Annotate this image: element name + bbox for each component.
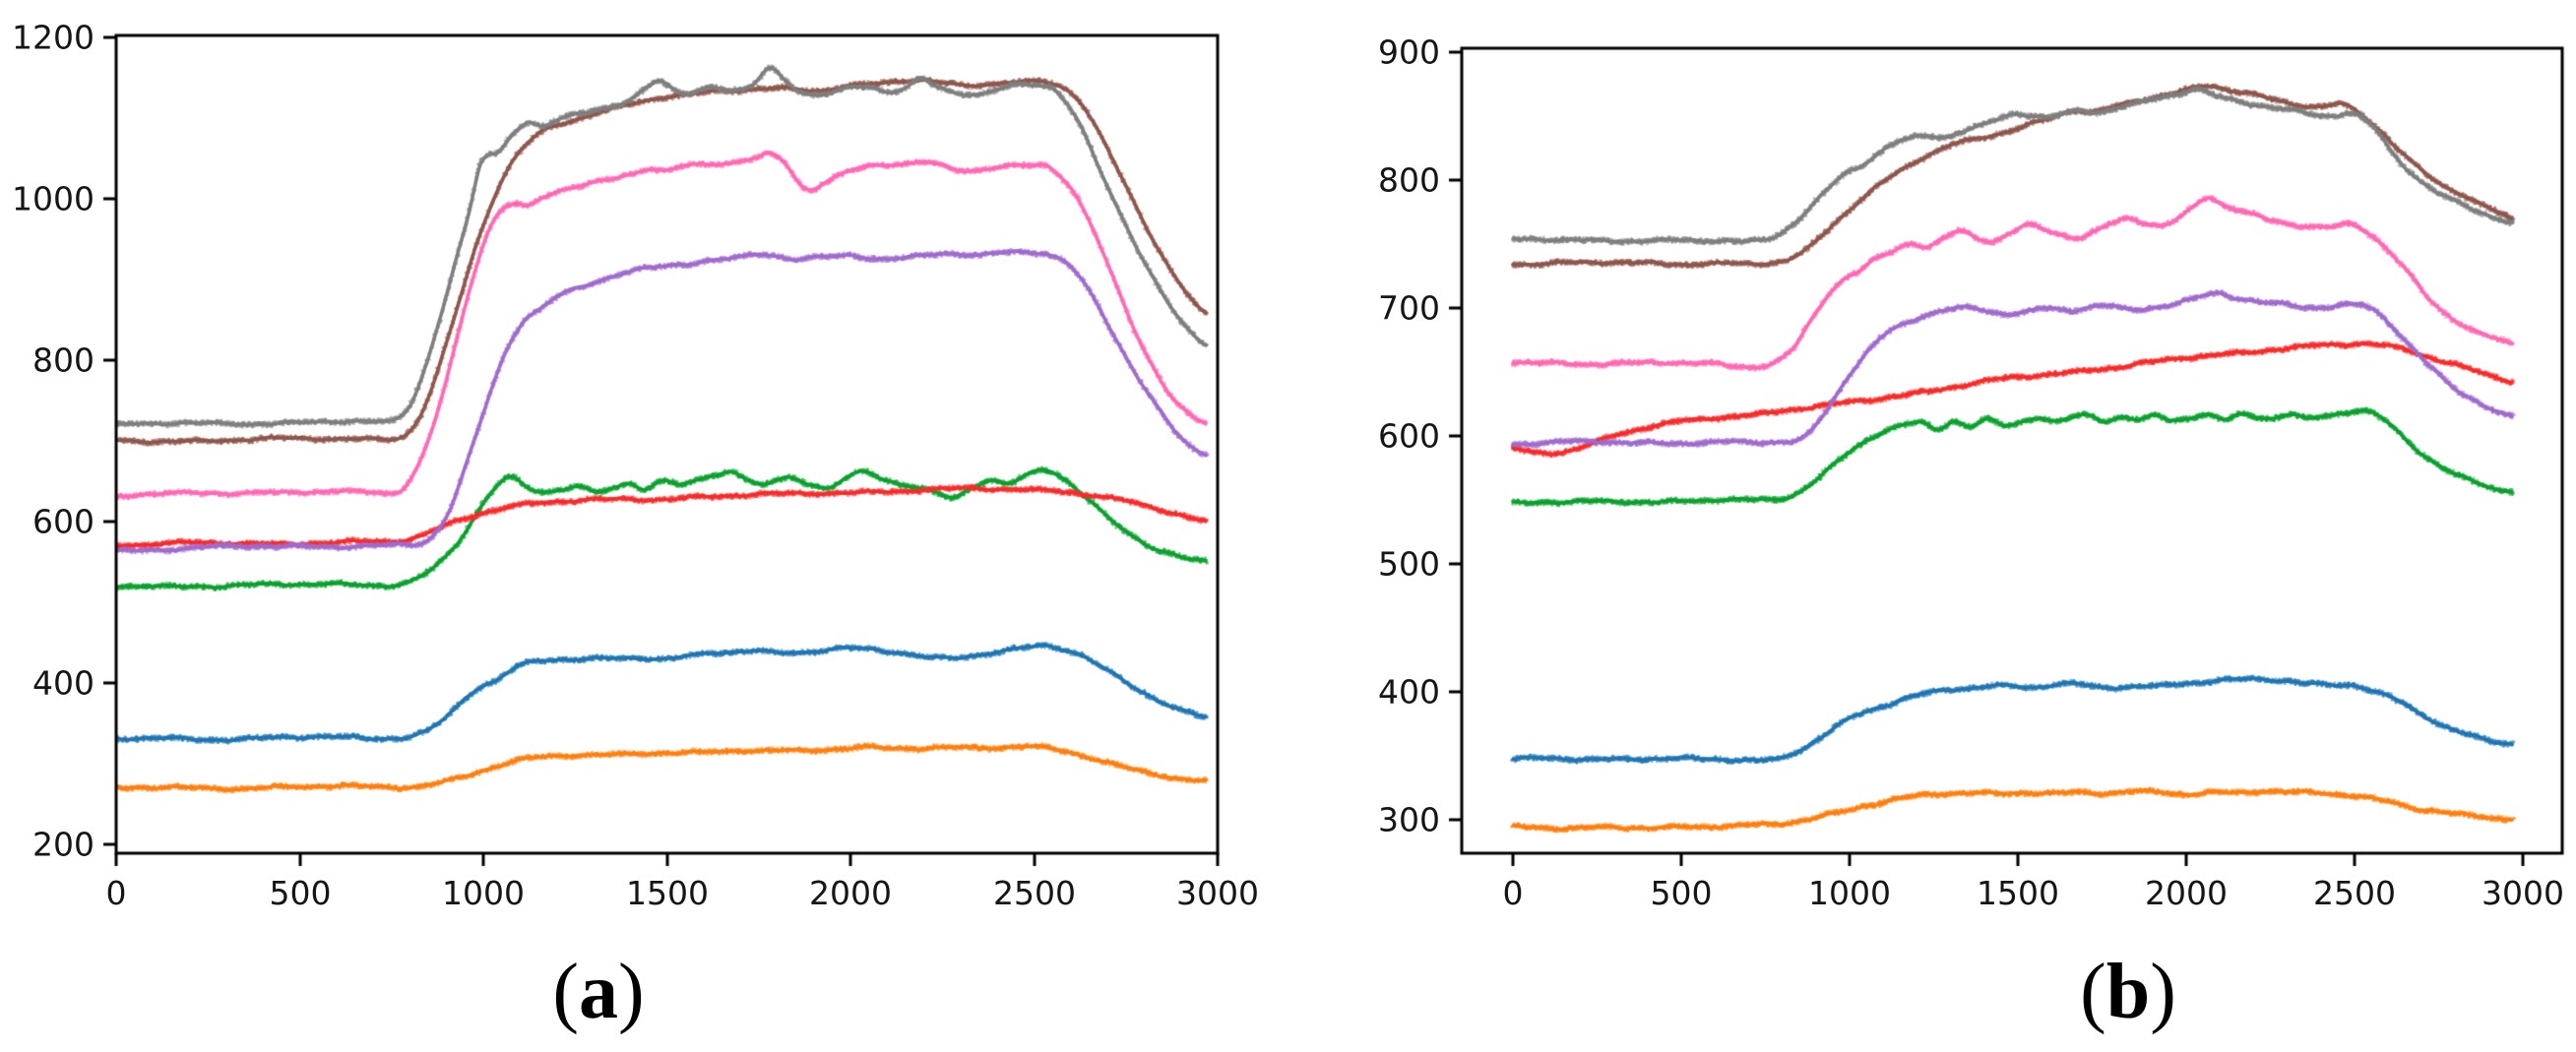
y-tick-label: 600: [1378, 416, 1440, 456]
caption-b-open-paren: (: [2080, 949, 2106, 1035]
x-tick-label: 3000: [1176, 874, 1259, 912]
x-tick-label: 500: [1650, 874, 1713, 912]
x-tick-label: 2000: [809, 874, 892, 912]
x-tick-label: 0: [105, 874, 127, 912]
x-tick-label: 1500: [626, 874, 709, 912]
x-tick-label: 2500: [2313, 874, 2396, 912]
y-tick-label: 1200: [12, 18, 94, 57]
y-tick-label: 300: [1378, 800, 1440, 839]
caption-a: (a): [552, 947, 644, 1037]
caption-a-open-paren: (: [552, 949, 579, 1035]
caption-b-letter: b: [2105, 949, 2151, 1035]
y-tick-label: 200: [32, 825, 94, 864]
x-tick-label: 3000: [2482, 874, 2564, 912]
x-tick-label: 1500: [1977, 874, 2059, 912]
caption-a-letter: a: [579, 949, 618, 1035]
y-tick-label: 400: [32, 663, 94, 703]
y-tick-label: 800: [32, 340, 94, 380]
y-tick-label: 900: [1378, 32, 1440, 72]
x-tick-label: 500: [269, 874, 332, 912]
caption-a-close-paren: ): [618, 949, 645, 1035]
y-tick-label: 500: [1378, 544, 1440, 584]
x-tick-label: 1000: [1808, 874, 1891, 912]
caption-b: (b): [2080, 947, 2176, 1037]
y-tick-label: 400: [1378, 672, 1440, 712]
caption-b-close-paren: ): [2150, 949, 2176, 1035]
y-tick-label: 700: [1378, 288, 1440, 328]
x-tick-label: 2500: [993, 874, 1076, 912]
y-tick-label: 1000: [12, 179, 94, 218]
x-tick-label: 2000: [2145, 874, 2228, 912]
x-tick-label: 1000: [442, 874, 525, 912]
y-tick-label: 600: [32, 502, 94, 541]
x-tick-label: 0: [1502, 874, 1524, 912]
y-tick-label: 800: [1378, 160, 1440, 200]
